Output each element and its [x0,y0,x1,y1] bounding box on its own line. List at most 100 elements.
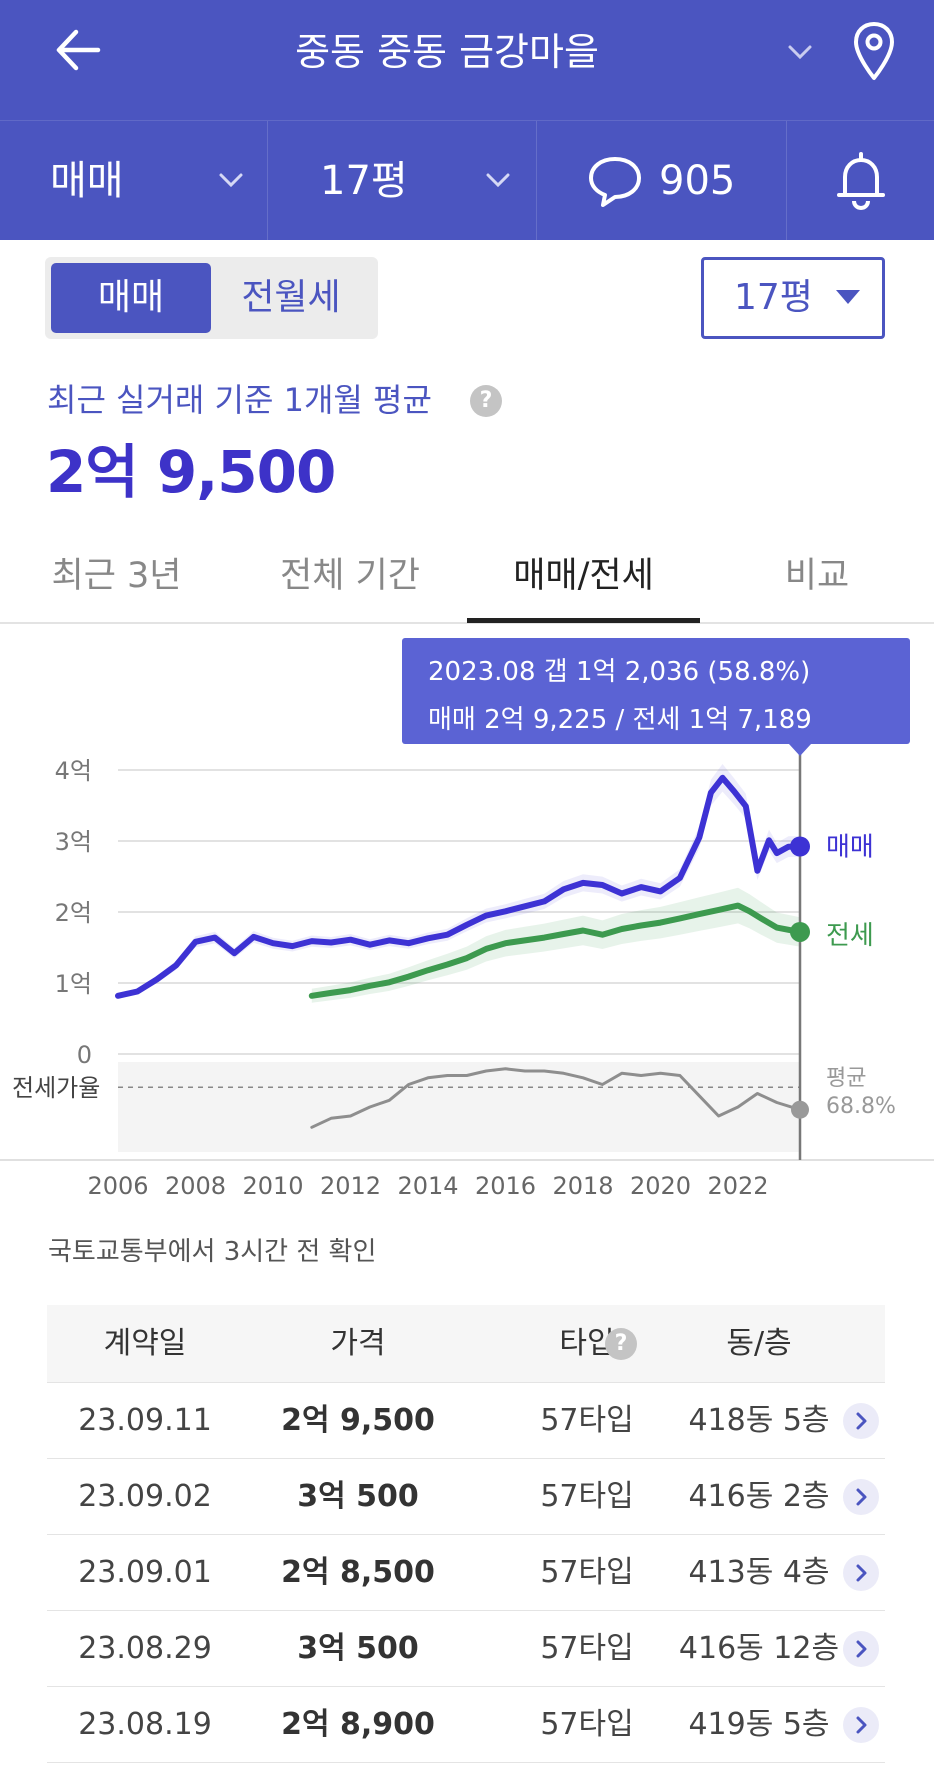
y-tick-label: 4억 [55,757,92,785]
alert-button[interactable] [787,121,934,241]
chevron-down-icon[interactable] [782,34,818,70]
comment-count: 905 [659,158,736,204]
tab-sale-rent[interactable]: 매매/전세 [513,556,654,596]
sale-series-line [115,774,803,999]
bell-icon [837,152,885,211]
x-tick-label: 2014 [397,1172,458,1200]
chevron-right-icon[interactable] [843,1631,879,1667]
table-row[interactable]: 23.09.01 2억 8,500 57타입 413동 4층 [47,1535,885,1611]
chevron-down-icon [214,163,248,197]
toggle-sale[interactable]: 매매 [51,263,211,333]
average-price: 2억 9,500 [46,438,336,506]
row-type: 57타입 [540,1631,634,1666]
table-row[interactable]: 23.08.29 3억 500 57타입 416동 12층 [47,1611,885,1687]
rent-series-line [308,902,803,999]
rent-series-label: 전세 [826,921,874,951]
average-label: 최근 실거래 기준 1개월 평균 [47,375,432,425]
ratio-axis-label: 전세가율 [12,1074,100,1102]
area-select-value: 17평 [734,277,813,318]
type-help-icon[interactable]: ? [605,1328,637,1360]
apartment-title[interactable]: 중동 중동 금강마을 [295,30,599,74]
tooltip-pointer [789,744,811,756]
source-note: 국토교통부에서 3시간 전 확인 [48,1237,377,1267]
y-tick-label: 3억 [55,828,92,856]
help-icon[interactable]: ? [470,385,502,417]
transaction-table: 계약일 가격 타입 ? 동/층 23.09.11 2억 9,500 57타입 418동… [47,1305,885,1763]
price-chart-svg[interactable]: 4억 3억 2억 1억 0 2006 2008 2010 2012 2014 2016 2018 202… [0,624,934,1224]
x-tick-label: 2012 [320,1172,381,1200]
table-row[interactable]: 23.09.02 3억 500 57타입 416동 2층 [47,1459,885,1535]
period-tabs: 최근 3년 전체 기간 매매/전세 비교 [0,528,934,624]
ratio-average-value: 68.8% [826,1094,896,1119]
table-body: 23.09.11 2억 9,500 57타입 418동 5층 23.09.02 3억 50… [47,1383,885,1763]
average-label-text: 최근 실거래 기준 1개월 평균 [47,381,432,419]
back-arrow-icon [56,29,101,71]
active-tab-indicator [467,618,700,623]
row-type: 57타입 [540,1707,634,1742]
speech-bubble-icon [589,157,641,207]
trade-toggle: 매매 전월세 [45,257,378,339]
x-tick-label: 2010 [242,1172,303,1200]
row-price: 2억 8,900 [281,1707,435,1742]
row-date: 23.09.11 [78,1403,212,1438]
row-date: 23.09.02 [78,1479,212,1514]
comments-button[interactable]: 905 [537,121,787,241]
y-tick-label: 2억 [55,899,92,927]
x-tick-label: 2018 [552,1172,613,1200]
row-price: 3억 500 [297,1479,419,1514]
row-date: 23.08.19 [78,1707,212,1742]
y-tick-label: 0 [77,1041,92,1069]
row-unit: 419동 5층 [688,1707,830,1742]
area-select[interactable]: 17평 [701,257,885,339]
y-tick-label: 1억 [55,970,92,998]
row-type: 57타입 [540,1479,634,1514]
back-button[interactable] [50,22,120,82]
ratio-average-label: 평균 [826,1066,866,1091]
tooltip-line-2: 매매 2억 9,225 / 전세 1억 7,189 [428,705,812,735]
tab-recent-3y[interactable]: 최근 3년 [51,556,182,596]
chevron-right-icon[interactable] [843,1479,879,1515]
row-price: 2억 9,500 [281,1403,435,1438]
area-filter[interactable]: 17평 [268,121,537,241]
toggle-rent[interactable]: 전월세 [241,277,341,318]
row-unit: 418동 5층 [688,1403,830,1438]
x-tick-label: 2016 [475,1172,536,1200]
header-unit: 동/층 [726,1326,792,1361]
row-unit: 413동 4층 [688,1555,830,1590]
table-row[interactable]: 23.09.11 2억 9,500 57타입 418동 5층 [47,1383,885,1459]
trade-type-label: 매매 [50,158,124,204]
table-header: 계약일 가격 타입 ? 동/층 [47,1305,885,1383]
row-unit: 416동 12층 [678,1631,840,1666]
sale-series-label: 매매 [826,833,874,863]
sale-end-point [790,836,810,857]
x-tick-label: 2008 [165,1172,226,1200]
chevron-down-icon [481,163,515,197]
tooltip-line-1: 2023.08 갭 1억 2,036 (58.8%) [428,657,810,687]
area-label: 17평 [320,158,408,204]
table-row[interactable]: 23.08.19 2억 8,900 57타입 419동 5층 [47,1687,885,1763]
row-type: 57타입 [540,1555,634,1590]
rent-end-point [790,921,810,942]
price-chart[interactable]: 4억 3억 2억 1억 0 2006 2008 2010 2012 2014 2016 2018 202… [0,624,934,1224]
chevron-right-icon[interactable] [843,1707,879,1743]
caret-down-icon [836,290,860,304]
header-price: 가격 [330,1326,386,1361]
tab-all-period[interactable]: 전체 기간 [280,556,420,596]
row-unit: 416동 2층 [688,1479,830,1514]
chevron-right-icon[interactable] [843,1403,879,1439]
chevron-right-icon[interactable] [843,1555,879,1591]
top-app-bar: 중동 중동 금강마을 매매 17평 905 [0,0,934,241]
trade-type-filter[interactable]: 매매 [0,121,268,241]
row-date: 23.08.29 [78,1631,212,1666]
tab-compare[interactable]: 비교 [784,556,850,596]
row-date: 23.09.01 [78,1555,212,1590]
location-pin-icon [854,22,894,80]
location-pin-button[interactable] [848,20,900,84]
ratio-end-point [791,1100,809,1119]
row-type: 57타입 [540,1403,634,1438]
ratio-series-line [310,1067,802,1129]
nav-row: 중동 중동 금강마을 [0,0,934,120]
header-date: 계약일 [103,1326,187,1361]
x-tick-label: 2006 [87,1172,148,1200]
x-tick-label: 2022 [707,1172,768,1200]
